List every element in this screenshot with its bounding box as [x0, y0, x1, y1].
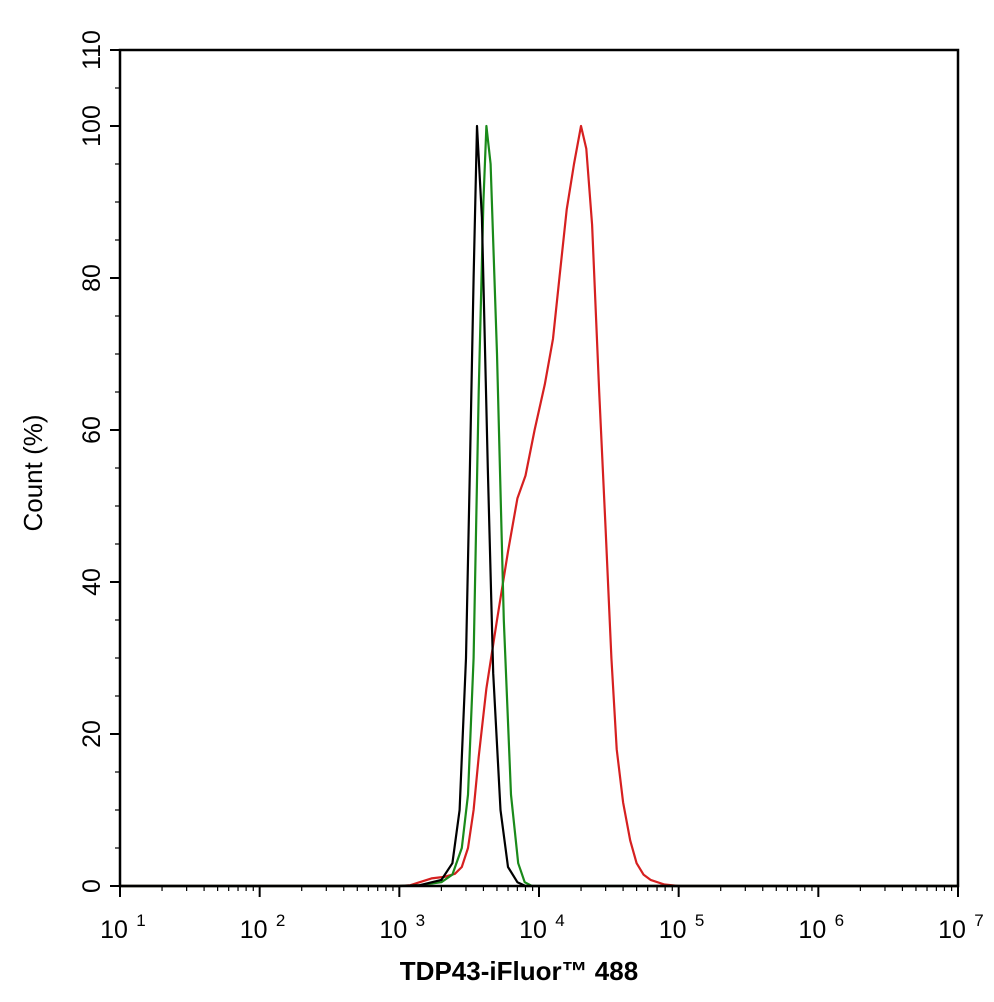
y-tick-label: 60	[78, 416, 106, 444]
x-tick-label: 10	[240, 916, 268, 944]
y-axis-title: Count (%)	[18, 414, 48, 531]
x-tick-label: 10	[938, 916, 966, 944]
x-tick-exponent: 5	[695, 911, 704, 930]
plot-frame	[118, 48, 960, 888]
x-axis-ticks: 10 1 10 2 10 3 10 4 10 5 10 6 10 7	[100, 886, 984, 944]
y-tick-label: 0	[78, 879, 106, 893]
x-axis-title: TDP43-iFluor™ 488	[400, 956, 638, 986]
x-tick-label: 10	[659, 916, 687, 944]
x-tick-exponent: 1	[136, 911, 145, 930]
y-tick-label: 100	[78, 105, 106, 147]
x-tick-label: 10	[100, 916, 128, 944]
y-tick-label: 80	[78, 264, 106, 292]
y-tick-label: 20	[78, 720, 106, 748]
series-line-3	[120, 124, 958, 888]
x-tick-label: 10	[519, 916, 547, 944]
x-tick-exponent: 2	[276, 911, 285, 930]
x-tick-exponent: 7	[974, 911, 983, 930]
plot-marks	[120, 124, 958, 888]
x-tick-exponent: 4	[555, 911, 564, 930]
x-tick-label: 10	[798, 916, 826, 944]
y-axis-ticks: 0 20 40 60 80 100 110	[78, 30, 120, 893]
series-line-1	[120, 124, 958, 888]
series-line-2	[120, 124, 958, 888]
x-tick-label: 10	[379, 916, 407, 944]
x-tick-exponent: 6	[835, 911, 844, 930]
x-tick-exponent: 3	[416, 911, 425, 930]
y-tick-label: 40	[78, 568, 106, 596]
y-tick-label: 110	[78, 30, 106, 70]
